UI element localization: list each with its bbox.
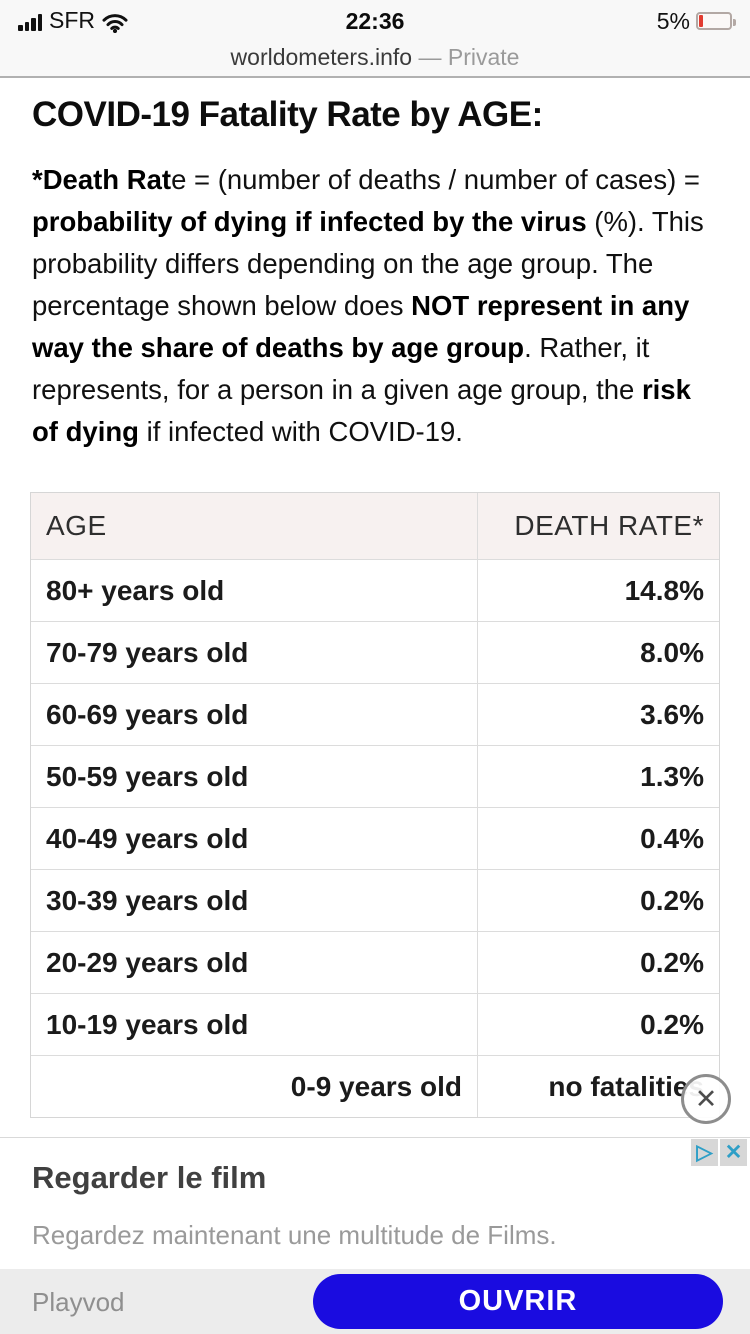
rate-cell: 3.6% [477,684,719,745]
age-cell: 20-29 years old [46,946,249,978]
fatality-rate-table: AGE DEATH RATE* 80+ years old 14.8% 70-7… [30,492,720,1118]
ad-description: Regardez maintenant une multitude de Fil… [32,1220,557,1250]
url-separator: — [412,44,448,70]
intro-text-1: e = (number of deaths / number of cases)… [171,164,700,195]
ad-content-area: ▷ ✕ Regarder le film Regardez maintenant… [0,1138,750,1269]
clock: 22:36 [345,7,405,34]
table-row: 80+ years old 14.8% [31,559,719,621]
ad-advertiser-label: Playvod [32,1286,125,1317]
table-row: 30-39 years old 0.2% [31,869,719,931]
rate-cell: no fatalities [477,1056,719,1117]
address-bar[interactable]: worldometers.info — Private [0,42,750,76]
intro-text-4: if infected with COVID-19. [138,416,463,447]
ad-open-button[interactable]: OUVRIR [313,1274,723,1329]
age-cell: 60-69 years old [46,698,249,730]
rate-cell: 1.3% [477,746,719,807]
rate-cell: 8.0% [477,622,719,683]
battery-icon [696,12,736,30]
table-row: 0-9 years old no fatalities [31,1055,719,1117]
age-cell: 10-19 years old [46,1008,249,1040]
status-left-group: SFR [18,9,128,33]
ad-banner[interactable]: ▷ ✕ Regarder le film Regardez maintenant… [0,1137,750,1334]
intro-bold-risk: risk of dying [32,374,691,447]
url-domain: worldometers.info [230,44,413,70]
rate-cell: 0.4% [477,808,719,869]
ad-headline[interactable]: Regarder le film [32,1160,267,1195]
column-header-death-rate: DEATH RATE* [477,493,719,559]
table-row: 70-79 years old 8.0% [31,621,719,683]
intro-paragraph: *Death Rate = (number of deaths / number… [32,159,718,453]
column-header-age: AGE [46,510,107,541]
page-content: COVID-19 Fatality Rate by AGE: *Death Ra… [0,80,750,1118]
intro-text-3: . Rather, it represents, for a person in… [32,332,650,405]
browser-top-chrome: SFR 22:36 5% worldometers.info — Private [0,0,750,78]
page-title: COVID-19 Fatality Rate by AGE: [32,95,543,134]
age-cell: 70-79 years old [46,636,249,668]
private-mode-label: Private [447,44,520,70]
ad-footer-bar: Playvod OUVRIR [0,1269,750,1334]
battery-percent-label: 5% [656,7,690,34]
adchoices-controls: ▷ ✕ [691,1139,747,1166]
age-cell: 30-39 years old [46,884,249,916]
adchoices-icon[interactable]: ▷ [691,1139,718,1166]
table-row: 60-69 years old 3.6% [31,683,719,745]
table-row: 20-29 years old 0.2% [31,931,719,993]
cellular-signal-icon [18,14,42,33]
status-bar: SFR 22:36 5% [0,0,750,42]
intro-text-2: (%). This probability differs depending … [32,206,704,321]
table-header-row: AGE DEATH RATE* [31,493,719,559]
intro-bold-probability: probability of dying if infected by the … [32,206,587,237]
rate-cell: 0.2% [477,932,719,993]
wifi-icon [102,14,128,33]
carrier-label: SFR [49,7,95,33]
intro-bold-death-rate: *Death Rat [32,164,172,195]
age-cell: 40-49 years old [46,822,249,854]
rate-cell: 0.2% [477,870,719,931]
intro-bold-not-represent: NOT represent in any way the share of de… [32,290,690,363]
table-row: 40-49 years old 0.4% [31,807,719,869]
age-cell: 80+ years old [46,574,225,606]
table-row: 50-59 years old 1.3% [31,745,719,807]
rate-cell: 14.8% [477,560,719,621]
table-row: 10-19 years old 0.2% [31,993,719,1055]
ad-close-button[interactable]: ✕ [681,1074,731,1124]
age-cell: 0-9 years old [290,1070,462,1102]
age-cell: 50-59 years old [46,760,249,792]
status-right-group: 5% [656,7,736,35]
rate-cell: 0.2% [477,994,719,1055]
ad-dismiss-icon[interactable]: ✕ [720,1139,747,1166]
